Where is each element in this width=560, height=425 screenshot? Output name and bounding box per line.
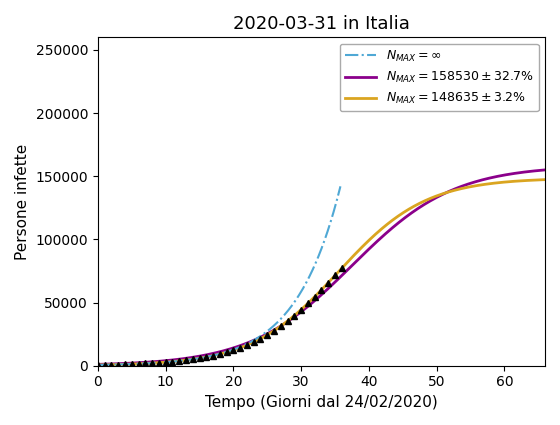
$N_{MAX} = 158530 \pm 32.7\%$ [542,167,548,173]
$N_{MAX} = 148635 \pm 3.2\%$ [337,268,343,273]
$N_{MAX} = \infty$ [337,184,344,189]
$N_{MAX} = \infty$ [271,323,278,328]
$N_{MAX} = 148635 \pm 3.2\%$ [461,185,468,190]
$N_{MAX} = 158530 \pm 32.7\%$ [337,275,343,280]
$N_{MAX} = \infty$ [95,363,101,368]
$N_{MAX} = 148635 \pm 3.2\%$ [542,177,548,182]
$N_{MAX} = 148635 \pm 3.2\%$ [310,296,316,301]
$N_{MAX} = \infty$ [247,340,254,345]
$N_{MAX} = 158530 \pm 32.7\%$ [307,302,314,307]
X-axis label: Tempo (Giorni dal 24/02/2020): Tempo (Giorni dal 24/02/2020) [205,395,438,410]
Line: $N_{MAX} = 158530 \pm 32.7\%$: $N_{MAX} = 158530 \pm 32.7\%$ [98,170,545,364]
$N_{MAX} = 158530 \pm 32.7\%$ [95,362,101,367]
Line: $N_{MAX} = \infty$: $N_{MAX} = \infty$ [98,186,340,365]
Line: $N_{MAX} = 148635 \pm 3.2\%$: $N_{MAX} = 148635 \pm 3.2\%$ [98,180,545,365]
$N_{MAX} = 158530 \pm 32.7\%$ [531,168,538,173]
$N_{MAX} = 158530 \pm 32.7\%$ [310,300,316,305]
Legend: $N_{MAX} = \infty$, $N_{MAX} = 158530 \pm 32.7\%$, $N_{MAX} = 148635 \pm 3.2\%$: $N_{MAX} = \infty$, $N_{MAX} = 158530 \p… [340,44,539,111]
$N_{MAX} = 148635 \pm 3.2\%$ [307,298,314,303]
$N_{MAX} = \infty$ [269,324,276,329]
$N_{MAX} = 148635 \pm 3.2\%$ [531,178,538,183]
$N_{MAX} = \infty$ [174,359,180,364]
$N_{MAX} = \infty$ [190,357,197,362]
Title: 2020-03-31 in Italia: 2020-03-31 in Italia [233,15,410,33]
$N_{MAX} = \infty$ [124,362,130,367]
$N_{MAX} = 148635 \pm 3.2\%$ [361,243,367,248]
$N_{MAX} = 148635 \pm 3.2\%$ [95,363,101,368]
$N_{MAX} = 158530 \pm 32.7\%$ [461,183,468,188]
Y-axis label: Persone infette: Persone infette [15,143,30,260]
$N_{MAX} = 158530 \pm 32.7\%$ [361,251,367,256]
